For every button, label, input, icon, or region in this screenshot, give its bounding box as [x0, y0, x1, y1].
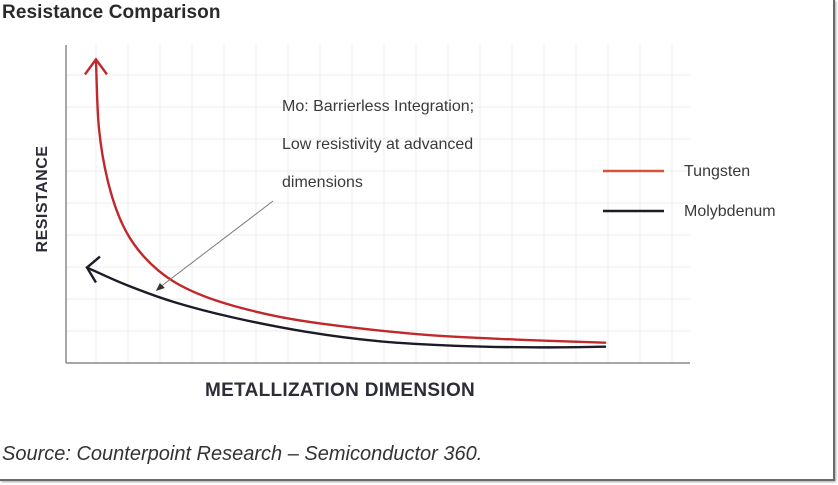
legend-label-molybdenum: Molybdenum	[684, 203, 776, 220]
source-caption: Source: Counterpoint Research – Semicond…	[2, 443, 483, 465]
annotation: Mo: Barrierless Integration; Low resistiv…	[155, 98, 474, 292]
series-layer	[83, 57, 607, 349]
annotation-arrowhead	[155, 283, 165, 292]
arrowhead-tungsten	[83, 57, 108, 76]
chart-title: Resistance Comparison	[2, 2, 221, 23]
annotation-text-line: Low resistivity at advanced	[282, 136, 473, 153]
series-line-tungsten	[94, 58, 607, 344]
annotation-text-line: Mo: Barrierless Integration;	[282, 98, 474, 115]
legend-label-tungsten: Tungsten	[684, 163, 750, 180]
annotation-text-line: dimensions	[282, 174, 363, 191]
axes	[65, 45, 690, 364]
arrowhead-molybdenum	[85, 255, 101, 284]
x-axis-label: METALLIZATION DIMENSION	[205, 380, 476, 401]
series-line-molybdenum	[85, 266, 607, 349]
annotation-arrow-line	[158, 200, 274, 289]
legend: Tungsten Molybdenum	[603, 163, 776, 220]
grid	[66, 45, 690, 363]
